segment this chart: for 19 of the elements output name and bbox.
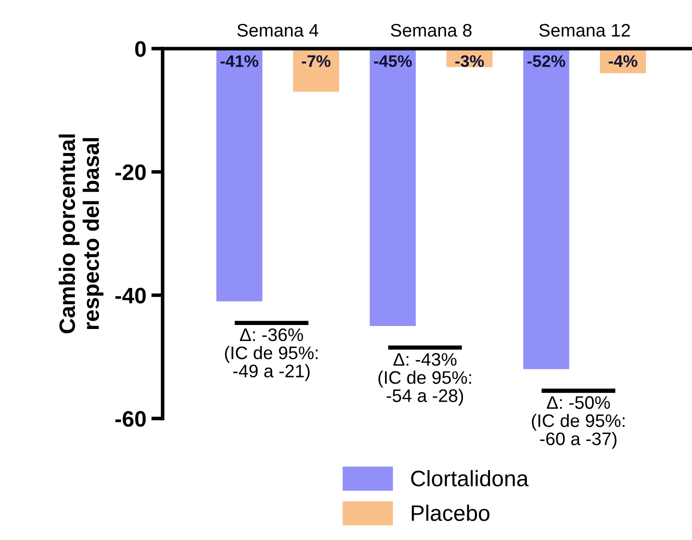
x-tick-label: Semana 12 (539, 24, 630, 37)
legend-label: Placebo (412, 504, 490, 522)
y-axis-title: Cambio porcentual respecto del basal (58, 134, 104, 334)
x-tick-label: Semana 4 (237, 24, 318, 37)
annotation: Δ: -50% (IC de 95%: -60 a -37) (532, 396, 624, 449)
data-label: -52% (527, 55, 566, 68)
data-label: -41% (220, 55, 258, 67)
y-tick-label: 0 (135, 41, 146, 57)
y-tick-label: -60 (115, 411, 146, 427)
data-label: -7% (302, 55, 330, 67)
annotation: Δ: -43% (IC de 95%: -54 a -28) (378, 353, 472, 406)
data-label: -45% (374, 55, 412, 68)
data-label: -3% (455, 55, 484, 68)
annotation: Δ: -36% (IC de 95%: -49 a -21) (225, 328, 318, 381)
data-label: -4% (608, 55, 638, 67)
legend-label: Clortalidona (411, 470, 529, 486)
y-tick-label: -20 (115, 164, 146, 180)
y-tick-label: -40 (115, 288, 146, 304)
x-tick-label: Semana 8 (390, 24, 472, 37)
